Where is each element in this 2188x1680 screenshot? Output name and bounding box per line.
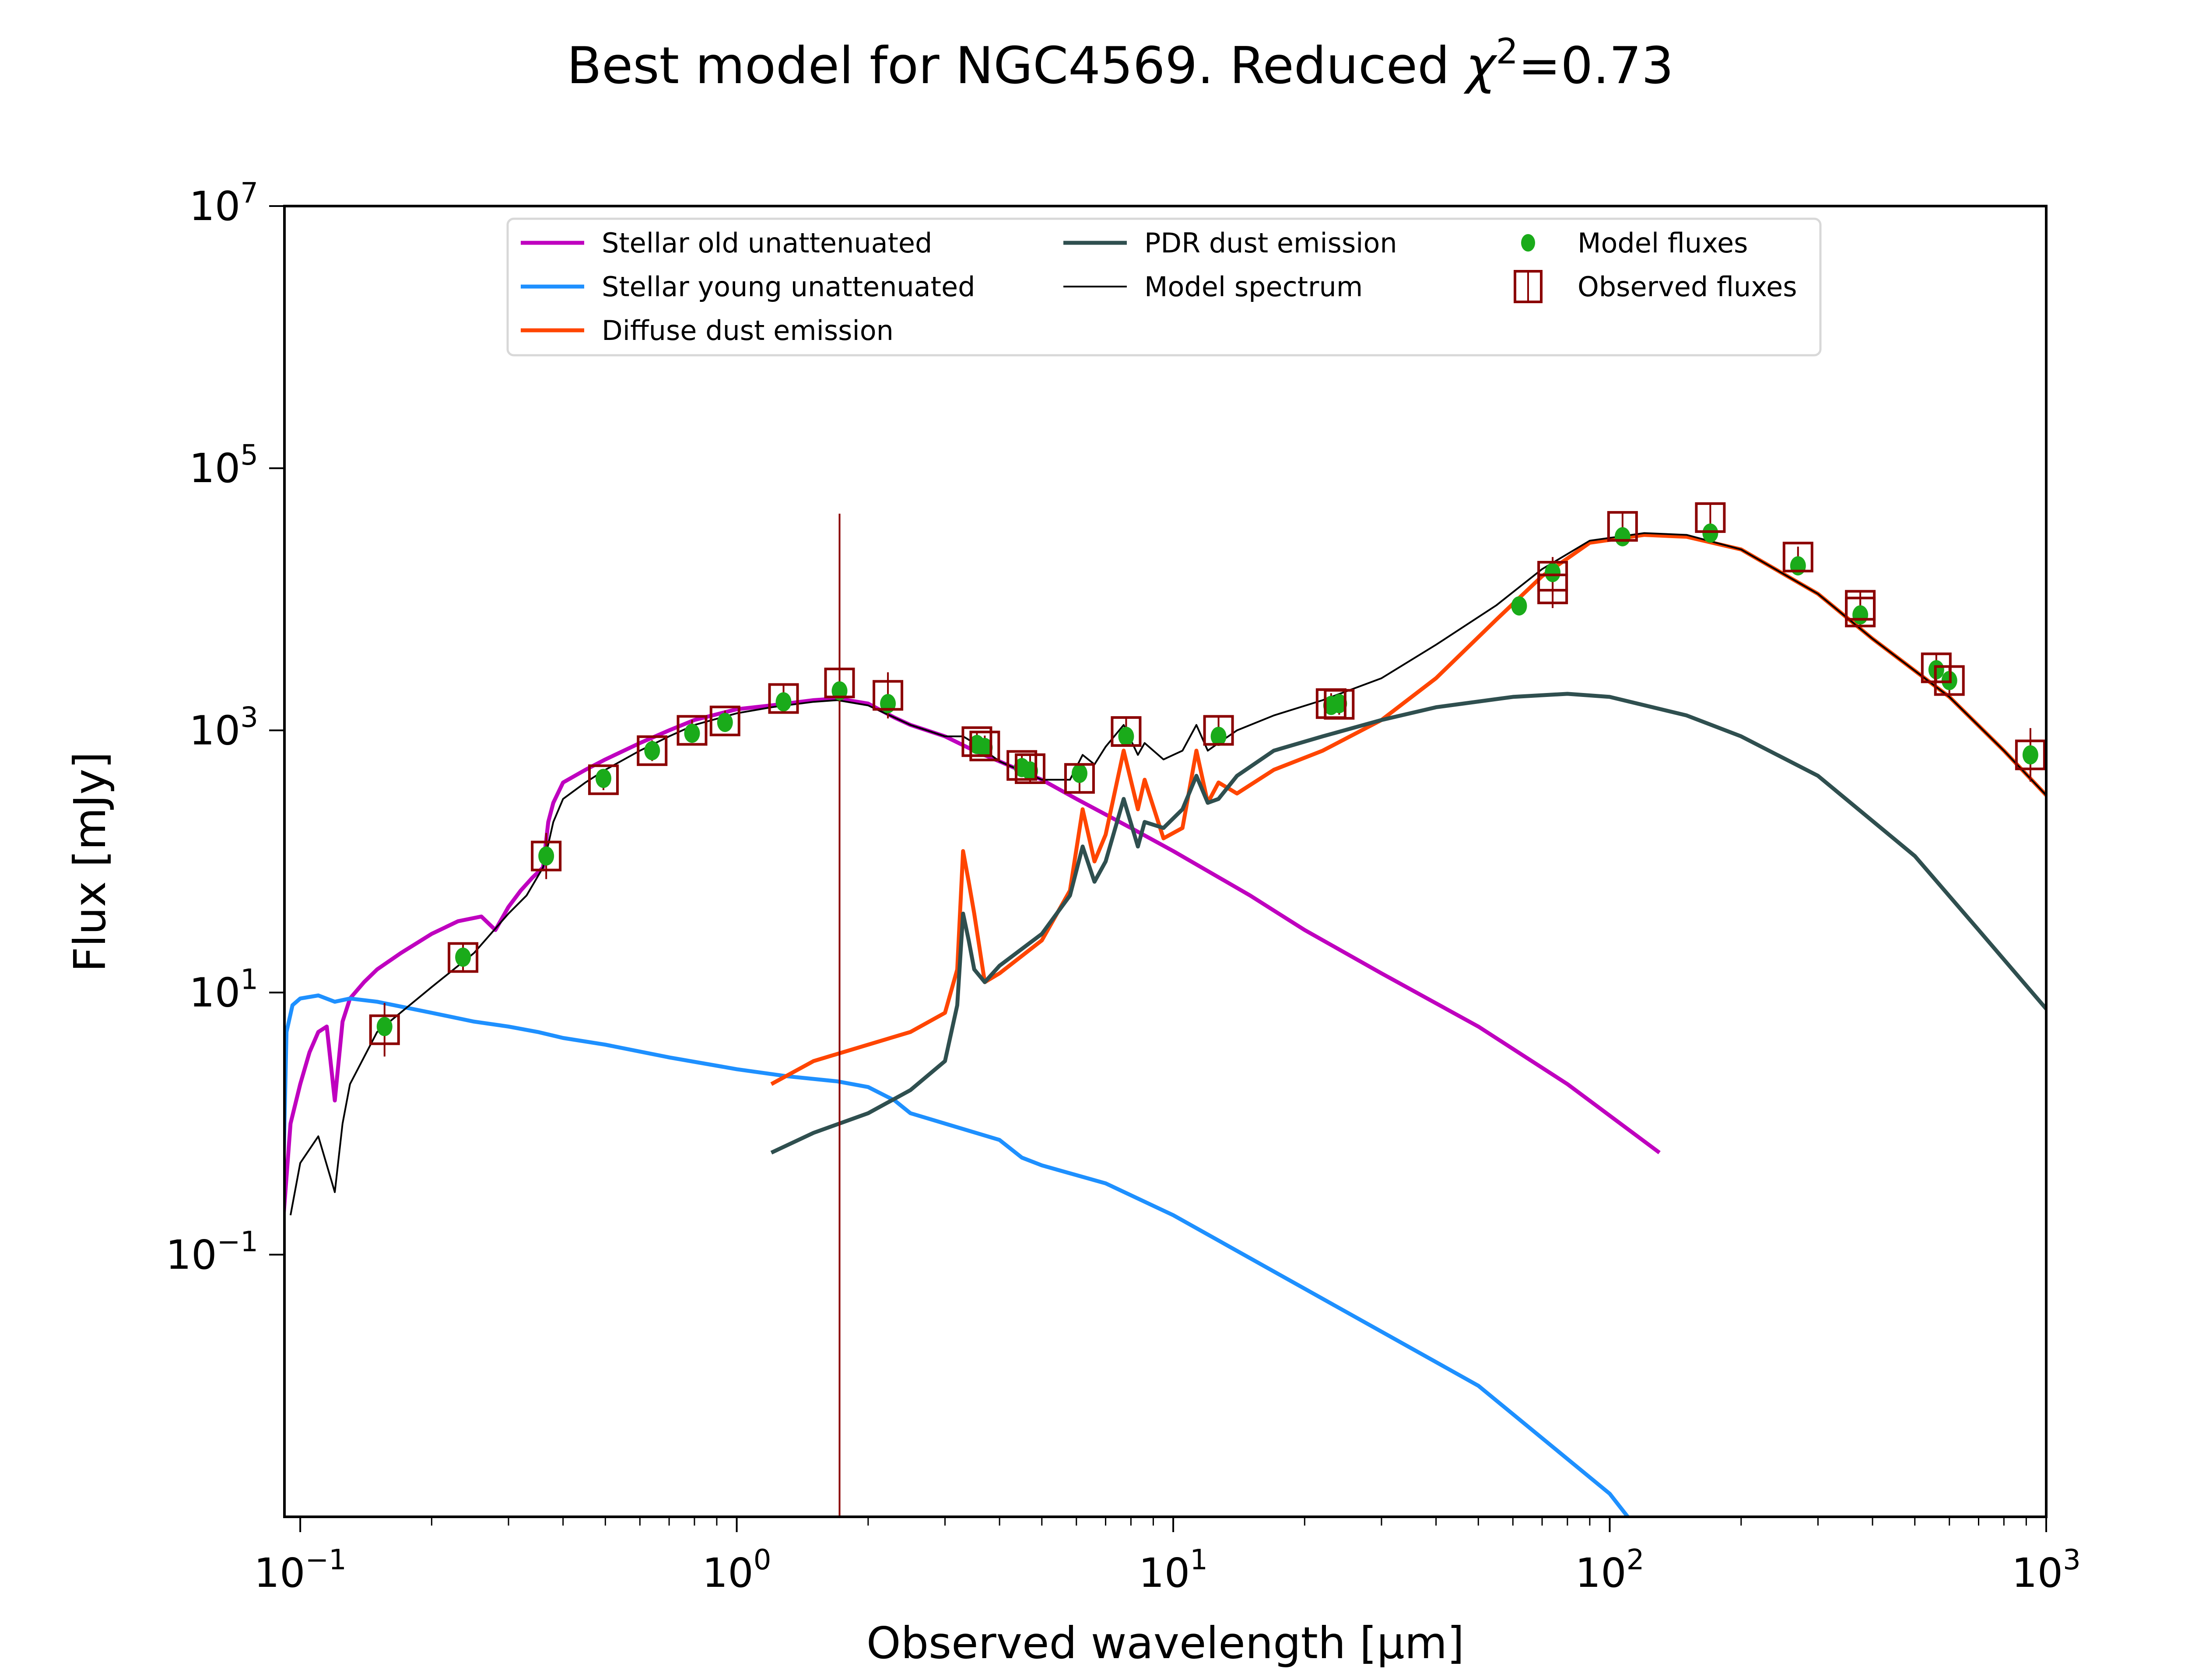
- observed-flux-point: [1537, 574, 1568, 605]
- legend-label-observed-fluxes: Observed fluxes: [1578, 271, 1797, 303]
- observed-flux-point: [1845, 596, 1876, 627]
- model-flux-point: [977, 738, 993, 757]
- legend-label-model-fluxes: Model fluxes: [1578, 227, 1748, 259]
- observed-flux-point: [1607, 511, 1638, 542]
- observed-flux-point: [824, 668, 855, 699]
- y-axis-label: Flux [mJy]: [64, 752, 116, 972]
- observed-flux-point: [588, 764, 619, 795]
- observed-flux-point: [1064, 763, 1095, 794]
- title-chi: χ: [1463, 36, 1498, 95]
- y-tick-label: 101: [189, 964, 258, 1016]
- model-flux-point: [1614, 527, 1630, 546]
- observed-flux-point: [1111, 716, 1142, 747]
- model-flux-point: [684, 724, 700, 743]
- series-stellar-old-unattenuated: [284, 696, 1661, 1231]
- model-flux-point: [1511, 596, 1527, 616]
- observed-flux-point: [1695, 502, 1726, 533]
- observed-flux-point: [1324, 689, 1355, 720]
- legend-label-diffuse-dust-emission: Diffuse dust emission: [602, 315, 894, 346]
- observed-flux-point: [709, 705, 740, 736]
- x-tick-label: 100: [702, 1544, 771, 1596]
- observed-flux-point: [2015, 739, 2046, 770]
- y-tick-label: 10−1: [166, 1226, 258, 1278]
- observed-flux-point: [369, 1014, 400, 1045]
- model-flux-point: [1118, 727, 1134, 746]
- series-stellar-young-unattenuated: [284, 993, 1630, 1517]
- legend-swatch-model-fluxes: [1521, 234, 1535, 252]
- legend-label-model-spectrum: Model spectrum: [1144, 271, 1363, 303]
- series-diffuse-dust-emission: [770, 533, 2046, 1086]
- y-tick-label: 103: [189, 701, 258, 754]
- observed-flux-point: [531, 840, 562, 872]
- x-axis: 10−1 100 101 102 103: [254, 1517, 2081, 1596]
- model-flux-point: [1852, 605, 1869, 625]
- model-flux-point: [1071, 763, 1087, 783]
- observed-flux-point: [448, 942, 479, 973]
- observed-flux-point: [1203, 715, 1234, 746]
- observed-flux-point: [677, 715, 708, 746]
- series-layer: [284, 532, 2046, 1517]
- model-flux-point: [1022, 761, 1038, 781]
- observed-flux-point: [768, 683, 799, 714]
- model-flux-point: [1210, 727, 1227, 746]
- x-tick-label: 101: [1139, 1544, 1208, 1596]
- y-tick-label: 105: [189, 439, 258, 492]
- model-flux-point: [595, 769, 611, 788]
- observed-flux-point: [637, 735, 668, 766]
- y-tick-label: 107: [189, 177, 258, 230]
- legend-label-stellar-old-unattenuated: Stellar old unattenuated: [602, 227, 932, 259]
- plot-frame: [283, 205, 2048, 1518]
- x-tick-label: 103: [2012, 1544, 2081, 1596]
- model-flux-point: [376, 1017, 393, 1036]
- model-flux-point: [2022, 745, 2038, 765]
- title-prefix: Best model for NGC4569. Reduced: [567, 36, 1466, 95]
- observed-flux-point: [1006, 750, 1038, 781]
- legend: Stellar old unattenuated Stellar young un…: [506, 217, 1822, 357]
- model-flux-point: [455, 947, 471, 967]
- model-flux-point: [1545, 563, 1561, 582]
- model-flux-point: [538, 846, 554, 866]
- observed-flux-point: [1934, 665, 1965, 696]
- model-flux-point: [1790, 556, 1806, 576]
- legend-label-stellar-young-unattenuated: Stellar young unattenuated: [602, 271, 975, 303]
- model-flux-point: [775, 692, 792, 712]
- x-tick-label: 10−1: [254, 1544, 346, 1596]
- observed-flux-point: [1782, 542, 1813, 573]
- model-flux-point: [717, 713, 733, 732]
- series-model-spectrum: [289, 532, 2046, 1215]
- y-axis: 107 105 103 101 10−1: [166, 177, 284, 1278]
- points-layer: [369, 502, 2046, 1517]
- model-flux-point: [1702, 523, 1718, 543]
- x-axis-label: Observed wavelength [μm]: [866, 1617, 1464, 1669]
- title-suffix: =0.73: [1518, 36, 1673, 95]
- x-tick-label: 102: [1575, 1544, 1645, 1596]
- legend-label-pdr-dust-emission: PDR dust emission: [1144, 227, 1397, 259]
- model-flux-point: [644, 741, 660, 760]
- observed-flux-point: [969, 731, 1000, 762]
- legend-frame: [506, 217, 1822, 357]
- observed-flux-point: [961, 726, 992, 757]
- observed-flux-point: [873, 680, 904, 711]
- title-sup: 2: [1496, 31, 1518, 72]
- chart-title: Best model for NGC4569. Reduced χ2=0.73: [567, 31, 1673, 95]
- series-pdr-dust-emission: [770, 692, 2046, 1155]
- observed-flux-point: [1014, 753, 1045, 784]
- model-flux-point: [1331, 694, 1347, 714]
